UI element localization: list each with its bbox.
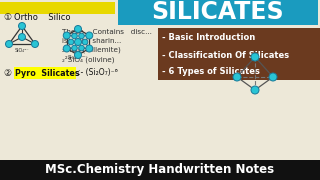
Text: MSc.Chemistry Handwritten Notes: MSc.Chemistry Handwritten Notes	[45, 163, 275, 177]
Text: :- (Si₂O₇)⁻⁶: :- (Si₂O₇)⁻⁶	[78, 69, 118, 78]
Circle shape	[31, 40, 38, 48]
Circle shape	[63, 32, 70, 39]
Circle shape	[5, 40, 12, 48]
Text: Pyro  Silicates: Pyro Silicates	[15, 69, 80, 78]
Circle shape	[75, 26, 82, 33]
Text: - Basic Introduction: - Basic Introduction	[162, 33, 255, 42]
Circle shape	[251, 86, 259, 94]
Circle shape	[233, 73, 241, 81]
Text: Si₆O₁₈¹²⁻: Si₆O₁₈¹²⁻	[68, 55, 88, 60]
Circle shape	[86, 45, 93, 52]
Text: ①: ①	[3, 12, 11, 21]
Text: ₂²SiO₄ (olivine): ₂²SiO₄ (olivine)	[62, 55, 115, 63]
Text: Ortho    Silico: Ortho Silico	[14, 12, 70, 21]
FancyBboxPatch shape	[14, 67, 76, 79]
Text: - Classification Of Silicates: - Classification Of Silicates	[162, 51, 289, 60]
Text: is    no   sharin...: is no sharin...	[62, 38, 121, 44]
FancyBboxPatch shape	[118, 0, 318, 25]
Circle shape	[269, 73, 277, 81]
Circle shape	[79, 33, 84, 39]
FancyBboxPatch shape	[158, 28, 320, 80]
Circle shape	[19, 22, 26, 30]
Circle shape	[75, 39, 82, 46]
Circle shape	[82, 39, 88, 45]
Text: SiO₄⁴⁻: SiO₄⁴⁻	[15, 48, 29, 53]
Circle shape	[19, 33, 26, 40]
Text: ₂SiO₄ (willemite): ₂SiO₄ (willemite)	[62, 47, 121, 53]
Text: SILICATES: SILICATES	[152, 0, 284, 24]
FancyBboxPatch shape	[0, 160, 320, 180]
Circle shape	[72, 33, 77, 39]
Circle shape	[68, 39, 74, 45]
Text: - 6 Types of Silicates: - 6 Types of Silicates	[162, 68, 260, 76]
Circle shape	[79, 45, 84, 51]
FancyBboxPatch shape	[0, 2, 115, 14]
Circle shape	[75, 51, 82, 58]
Text: ②: ②	[3, 69, 11, 78]
Text: These    Contains   disc...: These Contains disc...	[62, 29, 152, 35]
Circle shape	[72, 45, 77, 51]
Circle shape	[86, 32, 93, 39]
Circle shape	[63, 45, 70, 52]
Circle shape	[251, 53, 259, 61]
